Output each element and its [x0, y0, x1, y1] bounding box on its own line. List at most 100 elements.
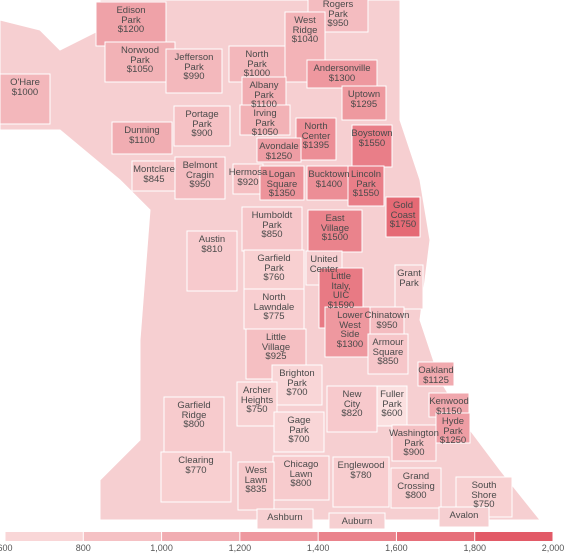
region-name: West Lawn: [244, 465, 268, 486]
region-rent: $1050: [251, 127, 279, 138]
region-label: Gage Park $700: [267, 416, 331, 445]
region: [271, 364, 323, 406]
region-name: Edison Park: [116, 5, 146, 26]
region: [369, 306, 405, 338]
region: [256, 508, 314, 530]
region-name: Austin: [198, 234, 226, 245]
region: [239, 104, 291, 136]
region-rent: $1550: [352, 188, 380, 199]
region-label: Andersonville $1300: [310, 64, 374, 83]
region: [237, 461, 275, 511]
region-name: Belmont Cragin: [182, 160, 218, 181]
region-label: Uptown $1295: [332, 90, 396, 109]
region-label: Logan Square $1350: [250, 170, 314, 199]
region-label: Dunning $1100: [110, 126, 174, 145]
region-name: Garfield Park: [257, 253, 291, 274]
region-name: North Lawndale: [253, 292, 295, 313]
region-name: Chicago Lawn: [283, 459, 319, 480]
region-rent: $950: [189, 179, 211, 190]
legend-swatch: [239, 532, 319, 541]
region-label: Clearing $770: [164, 456, 228, 475]
region-name: Logan Square: [266, 169, 298, 190]
region-rent: $1300: [328, 72, 356, 84]
region-rent: $700: [286, 387, 308, 398]
region-name: Lincoln Park: [350, 169, 382, 190]
region-label: Boystown $1550: [340, 129, 404, 148]
region-label: Rogers Park $950: [306, 0, 370, 29]
legend-swatch: [474, 532, 553, 541]
region-label: Norwood Park $1050: [108, 46, 172, 75]
region-rent: $1500: [321, 232, 349, 243]
region: [259, 165, 305, 201]
region-label: Garfield Park $760: [242, 254, 306, 283]
region-name: Gage Park: [287, 415, 311, 436]
region-name: Fuller Park: [380, 389, 404, 410]
region-rent: $800: [290, 478, 312, 489]
region: [326, 385, 378, 433]
legend-tick-label: 1,600: [385, 543, 408, 553]
region-rent: $800: [405, 490, 427, 501]
region: [324, 306, 376, 358]
region: [111, 121, 173, 155]
region-name: Chinatown: [364, 310, 410, 321]
region-rent: $1100: [129, 134, 155, 146]
region-rent: $1295: [350, 98, 378, 110]
region-name: Gold Coast: [390, 200, 416, 221]
region-rent: $1250: [265, 150, 293, 162]
region-label: Belmont Cragin $950: [168, 161, 232, 190]
region-label: United Center: [292, 255, 356, 274]
region-label: Ashburn: [253, 513, 317, 523]
legend-tick-label: 1,800: [463, 543, 486, 553]
region-rent: $1200: [117, 24, 145, 35]
region-name: Washington Park: [389, 428, 439, 449]
region-name: O'Hare: [10, 77, 40, 88]
region-label: North Lawndale $775: [242, 293, 306, 322]
region-name: Little Village: [261, 332, 291, 353]
region: [173, 105, 231, 147]
region: [160, 451, 232, 503]
region: [243, 249, 305, 291]
region-rent: $990: [183, 71, 205, 82]
legend-tick-label: 1,000: [150, 543, 173, 553]
legend-swatch: [318, 532, 397, 541]
region-rent: $900: [191, 128, 213, 139]
region-name: Little Italy, UIC: [330, 271, 352, 301]
region-rent: $1590: [327, 299, 355, 311]
region-name: Bucktown: [308, 169, 350, 180]
region: [272, 455, 330, 501]
legend-swatch: [83, 532, 162, 541]
region-label: Hyde Park $1250: [421, 417, 485, 446]
region-rent: $750: [473, 499, 495, 510]
legend-tick-label: 2,000: [541, 543, 565, 553]
region: [351, 124, 393, 168]
region-name: Hermosa: [228, 167, 268, 178]
region-rent: $810: [201, 243, 223, 255]
region-label: South Shore $750: [452, 481, 516, 510]
region-rent: $1250: [439, 435, 467, 446]
region: [273, 411, 325, 453]
region-name: Irving Park: [253, 108, 277, 129]
region: [306, 59, 378, 89]
region-rent: $950: [376, 319, 398, 331]
region-rent: $1400: [315, 178, 343, 190]
region: [367, 333, 409, 375]
region-name: Avondale: [259, 141, 299, 152]
region-rent: $1000: [243, 68, 271, 79]
region-rent: $1550: [358, 137, 386, 149]
region: [236, 381, 278, 427]
region-name: West Ridge: [292, 15, 318, 36]
region-rent: $920: [237, 176, 259, 188]
region-name: United Center: [309, 254, 339, 275]
region-rent: $780: [350, 469, 372, 481]
region-label: Montclare $845: [122, 165, 186, 184]
region-rent: $775: [263, 311, 285, 322]
region-name: Avalon: [449, 510, 479, 521]
region: [332, 456, 390, 508]
legend-swatch: [5, 532, 84, 541]
region-name: New City: [342, 389, 362, 410]
region-label: Portage Park $900: [170, 110, 234, 139]
region-label: Jefferson Park $990: [162, 53, 226, 82]
region-label: East Village $1500: [303, 214, 367, 243]
